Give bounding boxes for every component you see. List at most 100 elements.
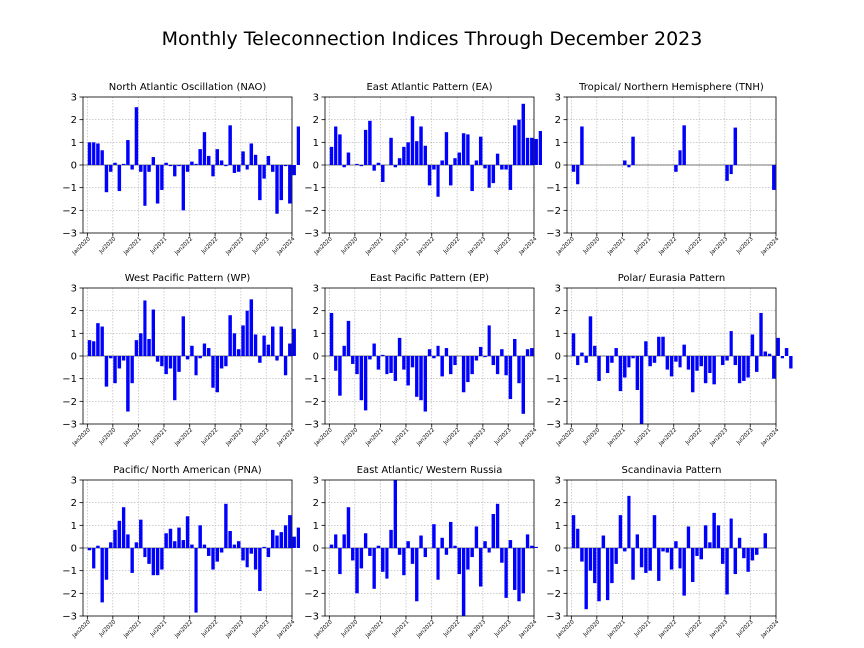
bar: [147, 339, 151, 356]
bar: [652, 356, 657, 363]
bar: [614, 348, 618, 356]
bar: [194, 163, 198, 165]
bar: [351, 548, 355, 561]
chart-title: East Atlantic/ Western Russia: [357, 465, 503, 476]
bar: [461, 548, 466, 616]
x-tick-label: Jul2021: [149, 619, 169, 639]
bar: [190, 161, 194, 165]
bar: [211, 165, 215, 177]
bar: [530, 137, 534, 165]
x-tick-label: Jul2022: [442, 236, 462, 256]
bar: [288, 343, 292, 356]
bar: [478, 548, 483, 587]
bar: [610, 548, 614, 584]
bar: [733, 548, 738, 575]
bar: [266, 548, 271, 558]
bar: [168, 165, 173, 167]
bar: [419, 126, 423, 165]
bar: [181, 540, 185, 548]
y-tick-label: 2: [71, 498, 77, 509]
bar: [427, 349, 432, 356]
y-tick-label: −2: [304, 589, 319, 600]
x-tick-label: Jul2022: [684, 427, 704, 447]
bar: [682, 548, 686, 596]
bar: [571, 515, 576, 548]
bar: [513, 548, 517, 590]
bar: [576, 528, 580, 548]
bar: [618, 356, 623, 392]
bar: [271, 529, 275, 548]
y-tick-label: 1: [555, 138, 561, 149]
x-tick-label: Jan2024: [760, 236, 781, 257]
y-tick-label: 0: [555, 544, 561, 555]
bar: [334, 534, 338, 548]
bar: [143, 548, 147, 558]
x-tick-label: Jul2020: [340, 619, 360, 639]
bar: [381, 165, 385, 182]
bar: [682, 125, 686, 165]
bar: [117, 520, 122, 548]
bar: [571, 333, 576, 356]
bar: [241, 151, 245, 165]
bar: [185, 516, 190, 548]
bar: [669, 548, 674, 570]
bar: [236, 541, 241, 548]
bar: [351, 356, 355, 364]
bar: [448, 356, 453, 375]
y-tick-label: 3: [555, 284, 561, 295]
x-tick-label: Jul2022: [684, 236, 704, 256]
bar: [194, 548, 198, 613]
bar: [215, 356, 220, 393]
bar: [661, 336, 665, 356]
bar: [113, 162, 117, 165]
bar: [737, 537, 742, 548]
bar: [92, 142, 96, 165]
bar: [444, 548, 449, 555]
y-tick-label: 3: [71, 284, 77, 295]
bar: [478, 136, 483, 165]
bar: [657, 548, 661, 581]
bar: [733, 127, 738, 165]
bar: [623, 548, 627, 552]
x-tick-label: Jan2024: [276, 427, 297, 448]
bar: [224, 503, 228, 548]
bar: [139, 333, 143, 356]
bar: [296, 126, 300, 165]
x-tick-label: Jan2022: [415, 427, 436, 448]
bar: [117, 356, 122, 369]
bar: [126, 140, 130, 165]
bar: [292, 328, 296, 356]
x-tick-label: Jul2023: [493, 236, 513, 256]
bar: [228, 315, 232, 356]
bar: [389, 137, 393, 165]
x-tick-label: Jan2023: [224, 619, 245, 640]
x-tick-label: Jan2021: [606, 236, 627, 257]
y-tick-label: 0: [313, 544, 319, 555]
x-tick-label: Jan2021: [122, 236, 143, 257]
bar: [130, 548, 134, 573]
bar: [530, 545, 534, 548]
y-tick-label: 2: [71, 115, 77, 126]
bar: [292, 536, 296, 548]
bar: [385, 356, 389, 375]
bar: [593, 548, 597, 584]
bar: [241, 325, 245, 356]
bar: [686, 356, 691, 370]
bar: [695, 356, 699, 371]
bar: [517, 119, 521, 165]
bar: [190, 544, 194, 548]
y-tick-label: 3: [71, 476, 77, 487]
bar: [139, 165, 143, 172]
y-tick-label: 0: [313, 352, 319, 363]
bar: [639, 356, 644, 424]
bar: [134, 107, 139, 165]
bar: [232, 544, 237, 548]
bar: [202, 544, 207, 548]
x-tick-label: Jul2023: [251, 619, 271, 639]
bar: [262, 335, 266, 356]
y-tick-label: 3: [555, 476, 561, 487]
bar: [151, 157, 156, 165]
bar: [580, 548, 584, 562]
bar: [194, 356, 198, 376]
